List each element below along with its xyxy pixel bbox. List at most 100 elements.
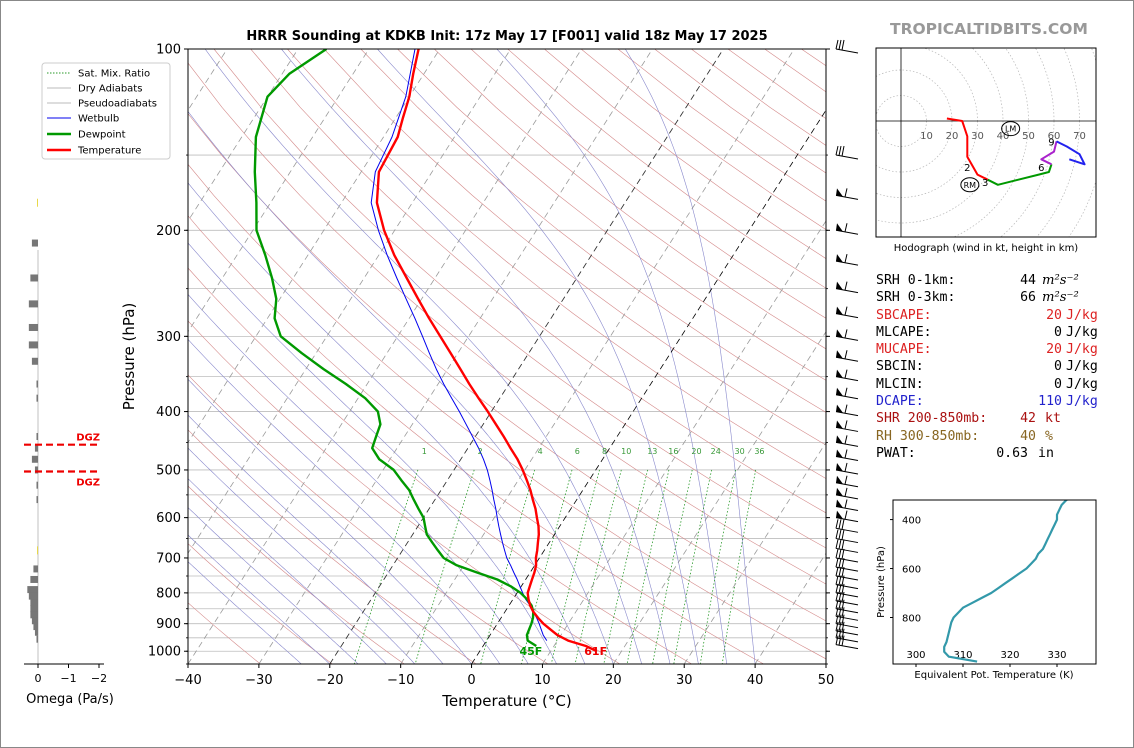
- parameter-label: MLCAPE:: [876, 324, 932, 340]
- mixing-ratio-line: [480, 469, 535, 664]
- wind-barb: [835, 387, 859, 400]
- dry-adiabat: [213, 49, 826, 549]
- parameter-label: PWAT:: [876, 445, 916, 461]
- parameter-unit: J/kg: [1066, 394, 1098, 410]
- wind-barb: [835, 39, 859, 54]
- omega-bar: [31, 239, 38, 247]
- omega-bar: [30, 599, 38, 607]
- dry-adiabat: [188, 113, 826, 622]
- wind-barb: [835, 635, 859, 650]
- mixing-ratio-label: 30: [735, 447, 745, 456]
- mixing-ratio-line: [550, 469, 600, 664]
- omega-bar: [30, 611, 38, 619]
- theta-e-x-tick-label: 300: [906, 650, 925, 661]
- hodo-ring-label: 60: [1048, 131, 1061, 142]
- hodo-segment: [1056, 140, 1086, 166]
- storm-motion-label: RM: [964, 181, 977, 190]
- theta-e-panel: 300 310 320 330 400 600 800: [890, 500, 1069, 667]
- y-axis-label: Pressure (hPa): [120, 303, 138, 411]
- dry-adiabat: [188, 543, 333, 664]
- parameter-label: SRH 0-3km:: [876, 290, 956, 306]
- dry-adiabat: [434, 49, 826, 350]
- moist-adiabat: [188, 478, 387, 664]
- mixing-ratio-label: 10: [621, 447, 631, 456]
- hodo-ring-label: 50: [1022, 131, 1035, 142]
- moist-adiabat: [188, 561, 302, 664]
- parameter-row: SRH 0-1km: 44 m²s⁻²: [876, 272, 1106, 289]
- y-tick-label: 300: [156, 330, 181, 345]
- theta-e-y-tick-label: 600: [902, 565, 921, 576]
- isotherm-line: [542, 220, 826, 664]
- dry-adiabat: [287, 49, 826, 479]
- omega-bar: [31, 617, 38, 625]
- moist-adiabat: [496, 49, 728, 664]
- moist-adiabat: [188, 182, 586, 664]
- hodo-ring-label: 20: [946, 131, 959, 142]
- hodograph-frame: [875, 47, 1097, 238]
- theta-e-line: [943, 500, 1069, 663]
- dry-adiabat: [188, 320, 621, 664]
- parameter-row: SRH 0-3km: 66 m²s⁻²: [876, 289, 1106, 306]
- parameter-row: PWAT: 0.63 in: [876, 445, 1106, 462]
- dry-adiabat: [360, 49, 826, 413]
- storm-motion-marker: [1001, 121, 1021, 137]
- mixing-ratio-line: [699, 469, 737, 664]
- dry-adiabat: [188, 163, 826, 660]
- omega-bar-minor: [37, 198, 38, 207]
- isotherm-line: [188, 49, 441, 444]
- parameter-label: RH 300-850mb:: [876, 428, 980, 444]
- wind-barb: [835, 519, 859, 533]
- parameter-row: MLCAPE: 0 J/kg: [876, 324, 1106, 341]
- theta-e-ylabel: Pressure (hPa): [876, 546, 887, 618]
- moist-adiabat: [204, 49, 642, 664]
- parameter-row: SBCIN: 0 J/kg: [876, 358, 1106, 375]
- mixing-ratio-label: 6: [575, 447, 580, 456]
- omega-bar: [28, 300, 38, 308]
- mixing-ratio-line: [603, 469, 648, 664]
- moist-adiabat: [281, 49, 671, 664]
- y-tick-label: 400: [156, 405, 181, 420]
- parameter-unit: m²s⁻²: [1042, 290, 1079, 306]
- omega-bar: [30, 274, 38, 282]
- parameter-unit: J/kg: [1066, 359, 1098, 375]
- theta-e-y-tick-label: 400: [902, 516, 921, 527]
- y-tick-label: 1000: [148, 645, 181, 660]
- wind-barb: [835, 329, 859, 341]
- mixing-ratio-label: 36: [754, 447, 764, 456]
- parameter-row: SBCAPE: 20 J/kg: [876, 307, 1106, 324]
- dgz-label: DGZ: [76, 433, 100, 444]
- theta-e-y-tick-label: 800: [902, 613, 921, 624]
- mixing-ratio-line: [414, 469, 475, 664]
- wind-barb: [835, 607, 859, 621]
- mixing-ratio-line: [652, 469, 693, 664]
- omega-bar: [36, 394, 38, 402]
- parameter-unit: J/kg: [1066, 342, 1098, 358]
- omega-bar: [27, 586, 38, 594]
- parameter-unit: %: [1045, 428, 1053, 444]
- parameter-value: 42: [1020, 411, 1036, 427]
- parameter-value: 0.63: [996, 445, 1028, 461]
- mixing-ratio-label: 1: [422, 447, 427, 456]
- theta-e-x-tick-label: 320: [1000, 650, 1019, 661]
- mixing-ratio-label: 20: [691, 447, 701, 456]
- omega-bar-minor: [37, 546, 38, 555]
- mixing-ratio-line: [353, 469, 419, 664]
- mixing-ratio-label: 8: [602, 447, 607, 456]
- omega-tick-label: 0: [35, 672, 42, 685]
- parameter-unit: in: [1038, 445, 1054, 461]
- surface-dewpoint-label: 45F: [519, 645, 542, 658]
- x-tick-label: −30: [245, 673, 272, 688]
- dry-adiabat: [188, 485, 405, 664]
- moist-adiabat: [188, 338, 501, 664]
- wind-barb: [835, 188, 859, 200]
- mixing-ratio-line: [574, 469, 622, 664]
- hodo-segment: [987, 163, 1053, 186]
- isotherm-line: [188, 49, 582, 664]
- wind-barb: [835, 575, 859, 590]
- omega-axis-label: Omega (Pa/s): [26, 692, 114, 707]
- hodograph-caption: Hodograph (wind in kt, height in km): [894, 243, 1079, 254]
- isotherm-dark: [329, 49, 724, 664]
- x-tick-label: −20: [316, 673, 343, 688]
